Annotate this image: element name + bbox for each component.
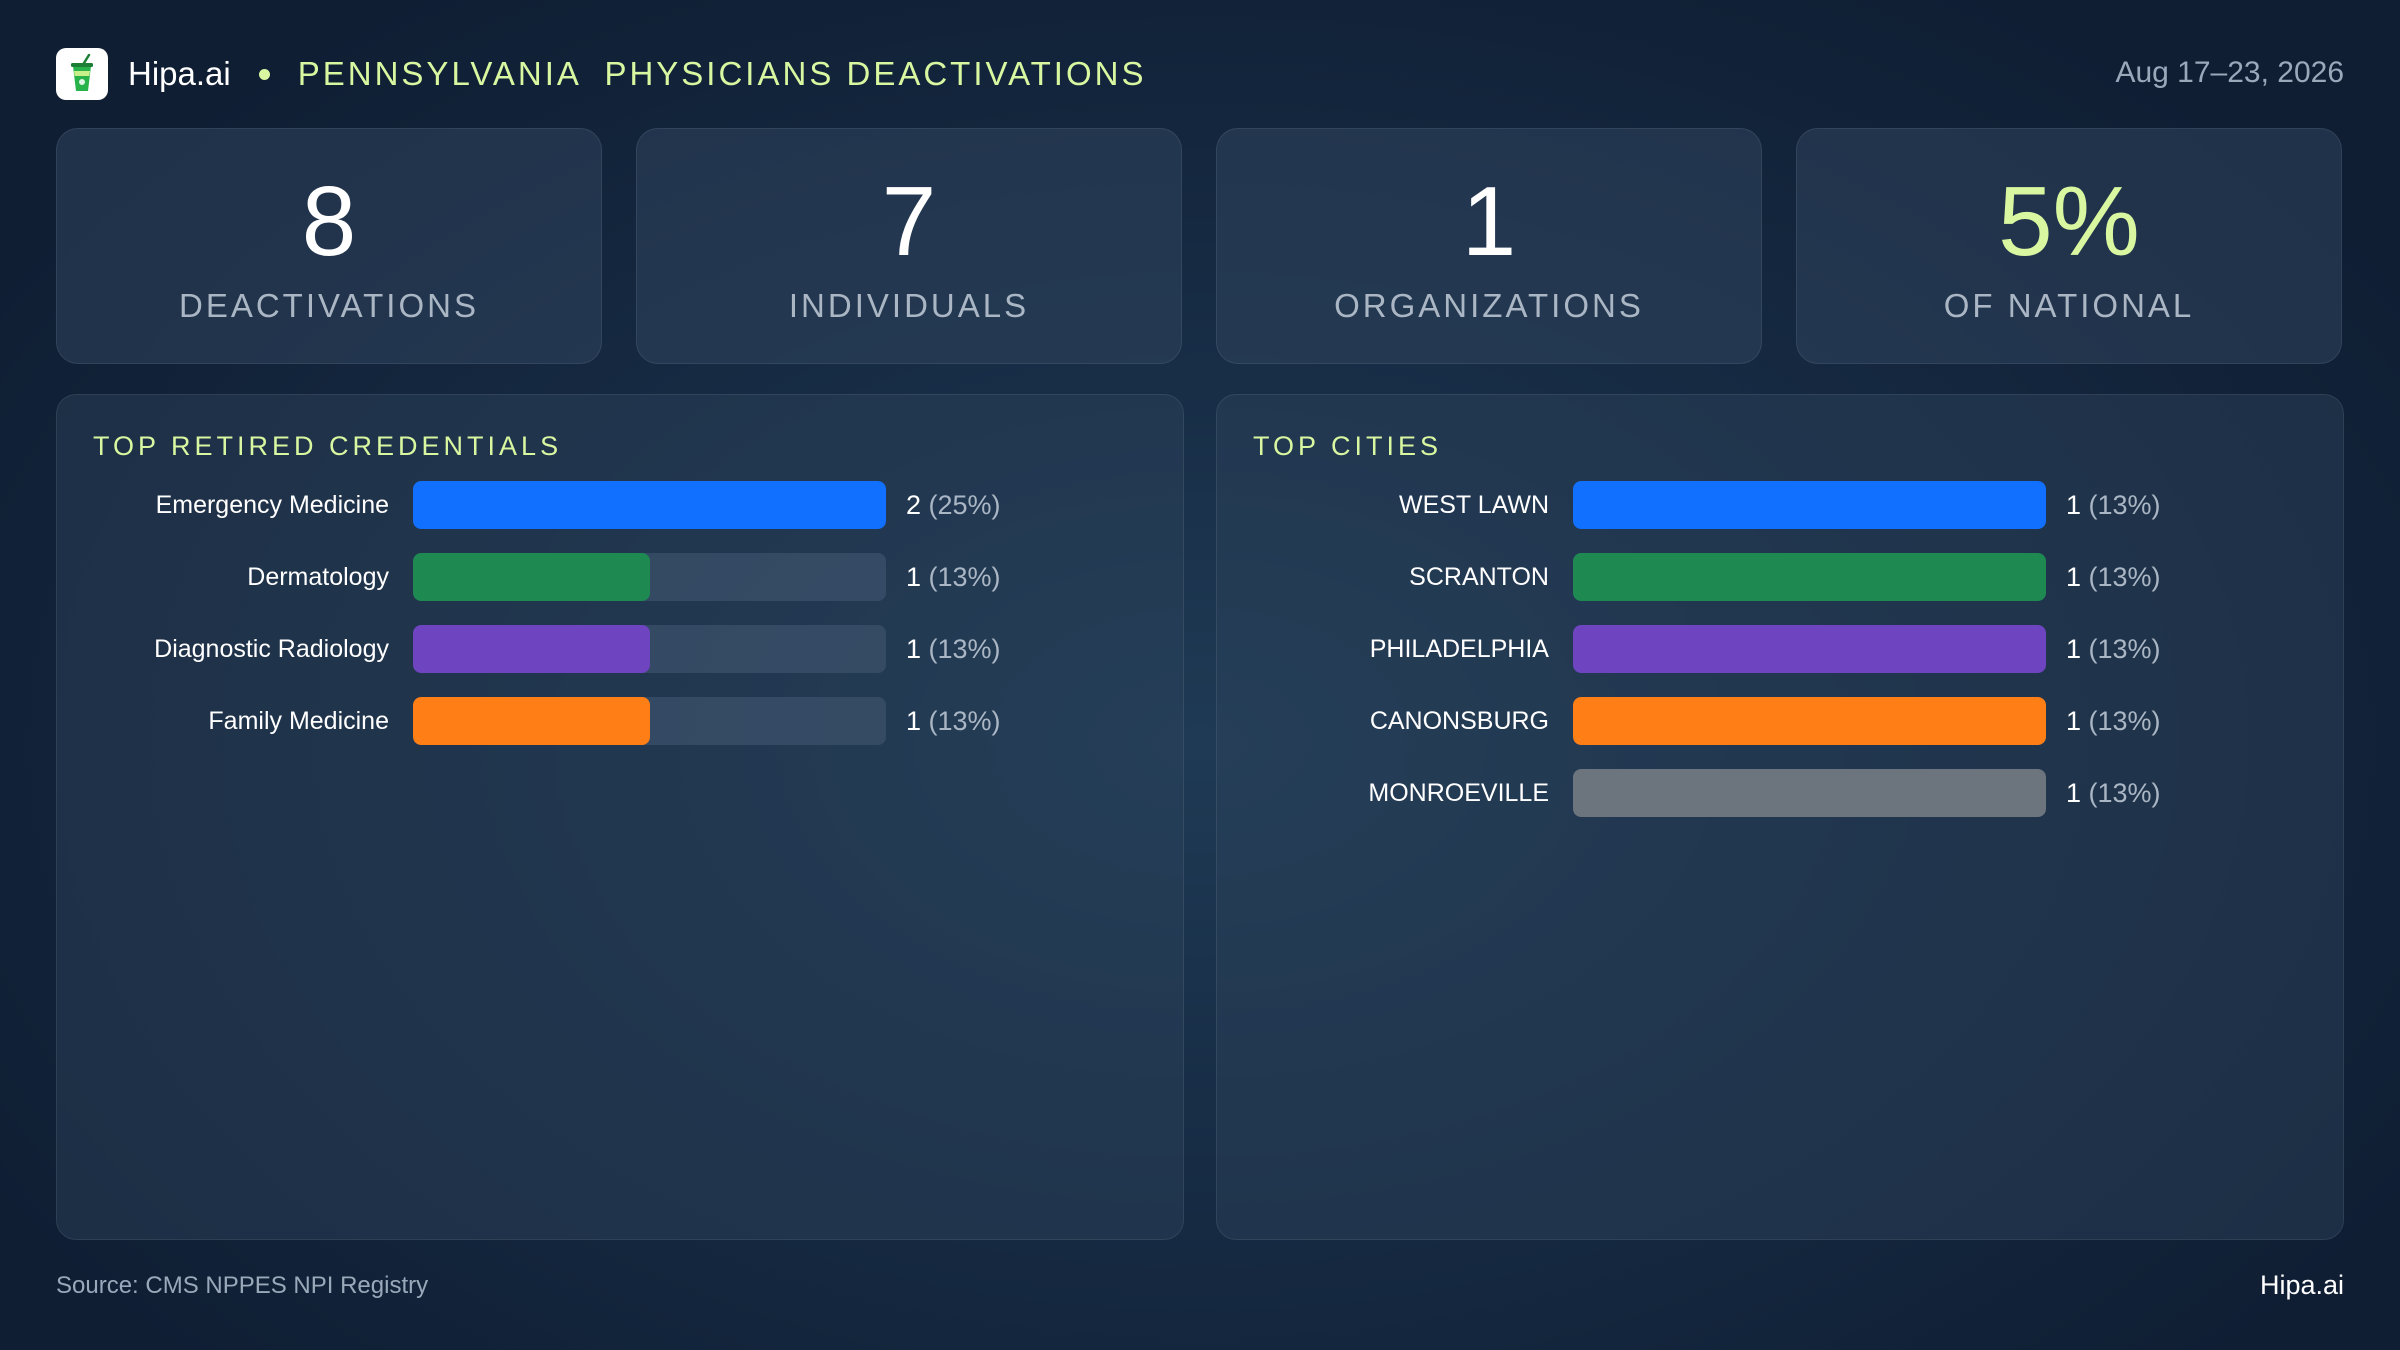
bar-count: 1 [906,634,929,664]
bar-track [413,481,886,529]
bar [413,697,650,745]
bar-value-label: 1 (13%) [2066,769,2161,817]
bar-count: 1 [2066,778,2089,808]
kpi-value: 1 [1461,166,1517,276]
bar [1573,769,2046,817]
source-note: Source: CMS NPPES NPI Registry [56,1272,429,1299]
bar-count: 1 [2066,706,2089,736]
bar-percent: (13%) [2088,562,2161,592]
bar-value-label: 1 (13%) [2066,553,2161,601]
bar-value-label: 1 (13%) [906,625,1001,673]
bar-percent: (13%) [928,634,1001,664]
bar [1573,481,2046,529]
header: Hipa.ai PENNSYLVANIA PHYSICIANS DEACTIVA… [56,46,1146,102]
kpi-label: ORGANIZATIONS [1334,287,1644,324]
bar-label: PHILADELPHIA [1369,635,1549,663]
bar-percent: (13%) [928,706,1001,736]
bar-count: 2 [906,490,929,520]
bar-label: Family Medicine [208,707,389,735]
app-logo [56,48,108,100]
bar-percent: (13%) [2088,778,2161,808]
kpi-label: INDIVIDUALS [788,287,1030,324]
bar [1573,553,2046,601]
bar-label: Diagnostic Radiology [154,635,389,663]
kpi-value: 7 [881,166,937,276]
bar-count: 1 [2066,562,2089,592]
bar-value-label: 1 (13%) [906,697,1001,745]
bar-percent: (13%) [2088,634,2161,664]
bar-track [1573,481,2046,529]
credentials-panel: TOP RETIRED CREDENTIALS Emergency Medici… [56,394,1184,1240]
kpi-card-organizations: 1 ORGANIZATIONS [1216,128,1762,364]
bar-value-label: 1 (13%) [2066,481,2161,529]
panel-title: TOP RETIRED CREDENTIALS [93,431,563,461]
bar [1573,697,2046,745]
cities-panel: TOP CITIES WEST LAWN 1 (13%) SCRANTON 1 (13… [1216,394,2344,1240]
bar-count: 1 [2066,634,2089,664]
date-range: Aug 17–23, 2026 [2115,56,2344,89]
bar [413,481,886,529]
separator-dot [258,68,270,80]
kpi-value: 8 [301,166,357,276]
bar-count: 1 [906,706,929,736]
bar-label: Emergency Medicine [155,491,389,519]
kpi-card-national-share: 5% OF NATIONAL [1796,128,2342,364]
bar-count: 1 [906,562,929,592]
bar-label: CANONSBURG [1369,707,1549,735]
bar-track [413,697,886,745]
bar-track [1573,697,2046,745]
bar-label: MONROEVILLE [1368,779,1549,807]
page-title: PENNSYLVANIA PHYSICIANS DEACTIVATIONS [297,55,1147,92]
bar-label: Dermatology [247,563,389,591]
kpi-card-deactivations: 8 DEACTIVATIONS [56,128,602,364]
brand-name: Hipa.ai [128,55,231,92]
bar [413,625,650,673]
bar-track [413,625,886,673]
bar-track [1573,553,2046,601]
bar-track [1573,769,2046,817]
footer-brand: Hipa.ai [2259,1270,2344,1300]
bar-value-label: 1 (13%) [906,553,1001,601]
bar-value-label: 2 (25%) [906,481,1001,529]
bar-value-label: 1 (13%) [2066,697,2161,745]
kpi-label: DEACTIVATIONS [179,287,479,324]
bar-track [1573,625,2046,673]
bar [413,553,650,601]
bar-percent: (25%) [928,490,1001,520]
bar-label: WEST LAWN [1398,491,1549,519]
panel-title: TOP CITIES [1253,431,1443,461]
bar-percent: (13%) [2088,490,2161,520]
bar-label: SCRANTON [1409,563,1549,591]
kpi-label: OF NATIONAL [1943,287,2195,324]
kpi-card-individuals: 7 INDIVIDUALS [636,128,1182,364]
bar-percent: (13%) [928,562,1001,592]
bar [1573,625,2046,673]
bar-value-label: 1 (13%) [2066,625,2161,673]
bar-percent: (13%) [2088,706,2161,736]
bar-track [413,553,886,601]
cup-icon [71,54,93,91]
kpi-value: 5% [1998,166,2140,276]
bar-count: 1 [2066,490,2089,520]
